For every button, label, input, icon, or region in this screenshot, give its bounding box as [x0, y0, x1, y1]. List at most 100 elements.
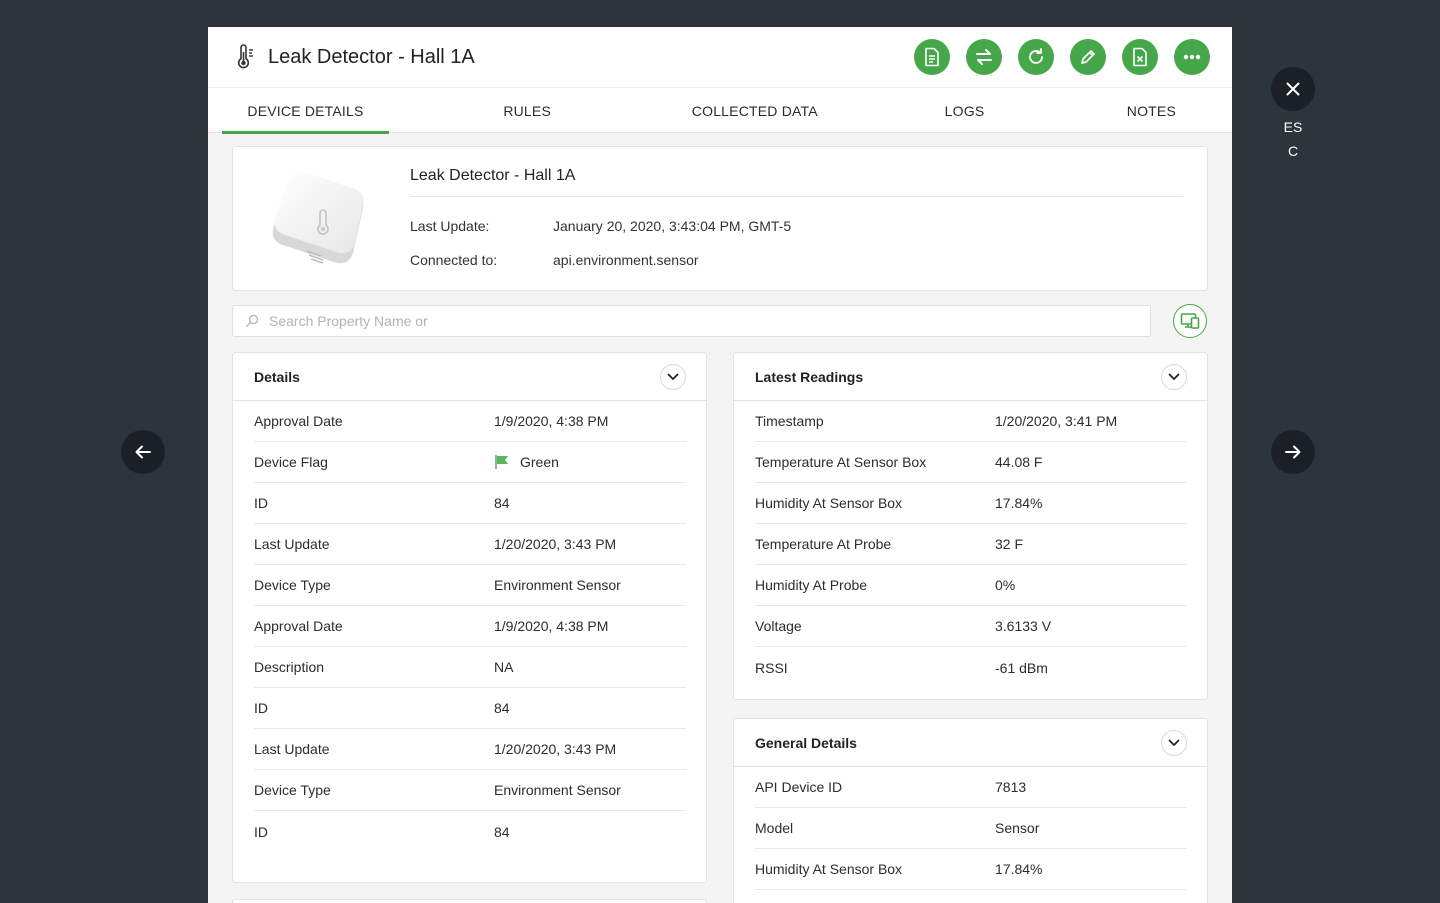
row-label: ID — [254, 495, 268, 511]
general-list: API Device ID 7813 Model Sensor Humidity A… — [734, 767, 1207, 890]
row-label: Device Type — [254, 782, 331, 798]
row-label: Approval Date — [254, 618, 343, 634]
modal-header: Leak Detector - Hall 1A — [208, 27, 1232, 88]
remove-device-button[interactable] — [1122, 39, 1158, 75]
chevron-down-icon — [667, 373, 679, 380]
row-value: 84 — [494, 495, 510, 511]
table-row: API Device ID 7813 — [755, 767, 1187, 808]
table-row: Last Update 1/20/2020, 3:43 PM — [254, 729, 686, 770]
tab-collected-data[interactable]: COLLECTED DATA — [691, 102, 818, 119]
more-button[interactable] — [1174, 39, 1210, 75]
row-label: Temperature At Probe — [755, 536, 892, 552]
page-title: Leak Detector - Hall 1A — [268, 45, 475, 68]
row-label: Description — [254, 659, 325, 675]
row-label: ID — [254, 700, 268, 716]
row-value: 1/9/2020, 4:38 PM — [494, 413, 609, 429]
close-shortcut-label: ES C — [1271, 115, 1315, 163]
close-label-line2: C — [1287, 143, 1299, 159]
row-value: 17.84% — [995, 861, 1043, 877]
row-value: 44.08 F — [995, 454, 1043, 470]
row-value: NA — [494, 659, 514, 675]
report-button[interactable] — [914, 39, 950, 75]
row-label: API Device ID — [755, 779, 843, 795]
row-value: Sensor — [995, 820, 1040, 836]
flag-icon — [494, 454, 510, 470]
connected-label: Connected to: — [410, 252, 498, 268]
search-input[interactable] — [269, 313, 1129, 329]
tab-logs[interactable]: LOGS — [944, 102, 985, 119]
general-collapse-button[interactable] — [1161, 729, 1187, 756]
next-card-edge — [232, 899, 707, 903]
row-value: 84 — [494, 823, 510, 840]
row-value: 17.84% — [995, 495, 1043, 511]
previous-device-button[interactable] — [121, 430, 165, 474]
table-row: Approval Date 1/9/2020, 4:38 PM — [254, 401, 686, 442]
table-row: Device Type Environment Sensor — [254, 565, 686, 606]
row-value: Environment Sensor — [494, 577, 621, 593]
devices-icon — [1180, 313, 1200, 329]
transfer-icon — [976, 49, 992, 65]
row-label: Humidity At Sensor Box — [755, 495, 903, 511]
row-value: 1/20/2020, 3:41 PM — [995, 413, 1118, 429]
row-value: 32 F — [995, 536, 1024, 552]
edit-button[interactable] — [1070, 39, 1106, 75]
row-label: Last Update — [254, 741, 330, 757]
close-button[interactable] — [1271, 67, 1315, 111]
table-row: Temperature At Sensor Box 44.08 F — [755, 442, 1187, 483]
readings-card-title: Latest Readings — [755, 368, 864, 385]
table-row: ID 84 — [254, 688, 686, 729]
details-card-header: Details — [233, 353, 706, 401]
tab-rules[interactable]: RULES — [503, 102, 551, 119]
row-value: -61 dBm — [995, 659, 1048, 676]
close-label-line1: ES — [1283, 119, 1303, 135]
chevron-down-icon — [1168, 739, 1180, 746]
row-value: Environment Sensor — [494, 782, 621, 798]
more-icon — [1183, 54, 1201, 60]
details-list: Approval Date 1/9/2020, 4:38 PM Device Fl… — [233, 401, 706, 852]
last-update-label: Last Update: — [410, 218, 490, 234]
readings-collapse-button[interactable] — [1161, 363, 1187, 390]
refresh-icon — [1029, 48, 1043, 64]
row-label: Approval Date — [254, 413, 343, 429]
row-label: Timestamp — [755, 413, 824, 429]
last-update-value: January 20, 2020, 3:43:04 PM, GMT-5 — [553, 218, 792, 234]
table-row: Timestamp 1/20/2020, 3:41 PM — [755, 401, 1187, 442]
view-toggle-button[interactable] — [1173, 304, 1207, 338]
row-value: 84 — [494, 700, 510, 716]
table-row: Last Update 1/20/2020, 3:43 PM — [254, 524, 686, 565]
table-row: Humidity At Sensor Box 17.84% — [755, 849, 1187, 890]
edit-icon — [1081, 50, 1095, 64]
next-device-button[interactable] — [1271, 430, 1315, 474]
table-row: Voltage 3.6133 V — [755, 606, 1187, 647]
search-icon — [245, 314, 259, 328]
refresh-button[interactable] — [1018, 39, 1054, 75]
remove-device-icon — [1133, 47, 1147, 67]
property-search — [232, 305, 1151, 337]
table-row: ID 84 — [254, 811, 686, 852]
row-value: 1/9/2020, 4:38 PM — [494, 618, 609, 634]
tab-notes[interactable]: NOTES — [1126, 102, 1177, 119]
table-row: Model Sensor — [755, 808, 1187, 849]
table-row: RSSI -61 dBm — [755, 647, 1187, 688]
report-icon — [925, 47, 939, 67]
details-collapse-button[interactable] — [660, 363, 686, 390]
row-label: Humidity At Probe — [755, 577, 868, 593]
device-summary-card: Leak Detector - Hall 1A Last Update: Jan… — [232, 146, 1208, 291]
row-value: 3.6133 V — [995, 618, 1052, 634]
table-row: Description NA — [254, 647, 686, 688]
general-card-title: General Details — [755, 734, 857, 751]
details-card: Details Approval Date 1/9/2020, 4:38 PM D… — [232, 352, 707, 883]
transfer-button[interactable] — [966, 39, 1002, 75]
row-value: 1/20/2020, 3:43 PM — [494, 741, 617, 757]
tab-device-details[interactable]: DEVICE DETAILS — [222, 88, 389, 134]
arrow-left-icon — [135, 445, 151, 459]
row-value: 0% — [995, 577, 1016, 593]
row-value: 7813 — [995, 779, 1027, 795]
header-actions — [914, 39, 1232, 75]
row-label: Last Update — [254, 536, 330, 552]
device-image — [272, 172, 364, 264]
latest-readings-card: Latest Readings Timestamp 1/20/2020, 3:41… — [733, 352, 1208, 700]
table-row: Device Type Environment Sensor — [254, 770, 686, 811]
device-modal: Leak Detector - Hall 1A DEVICE DETAILS — [208, 27, 1232, 903]
divider — [410, 196, 1183, 197]
